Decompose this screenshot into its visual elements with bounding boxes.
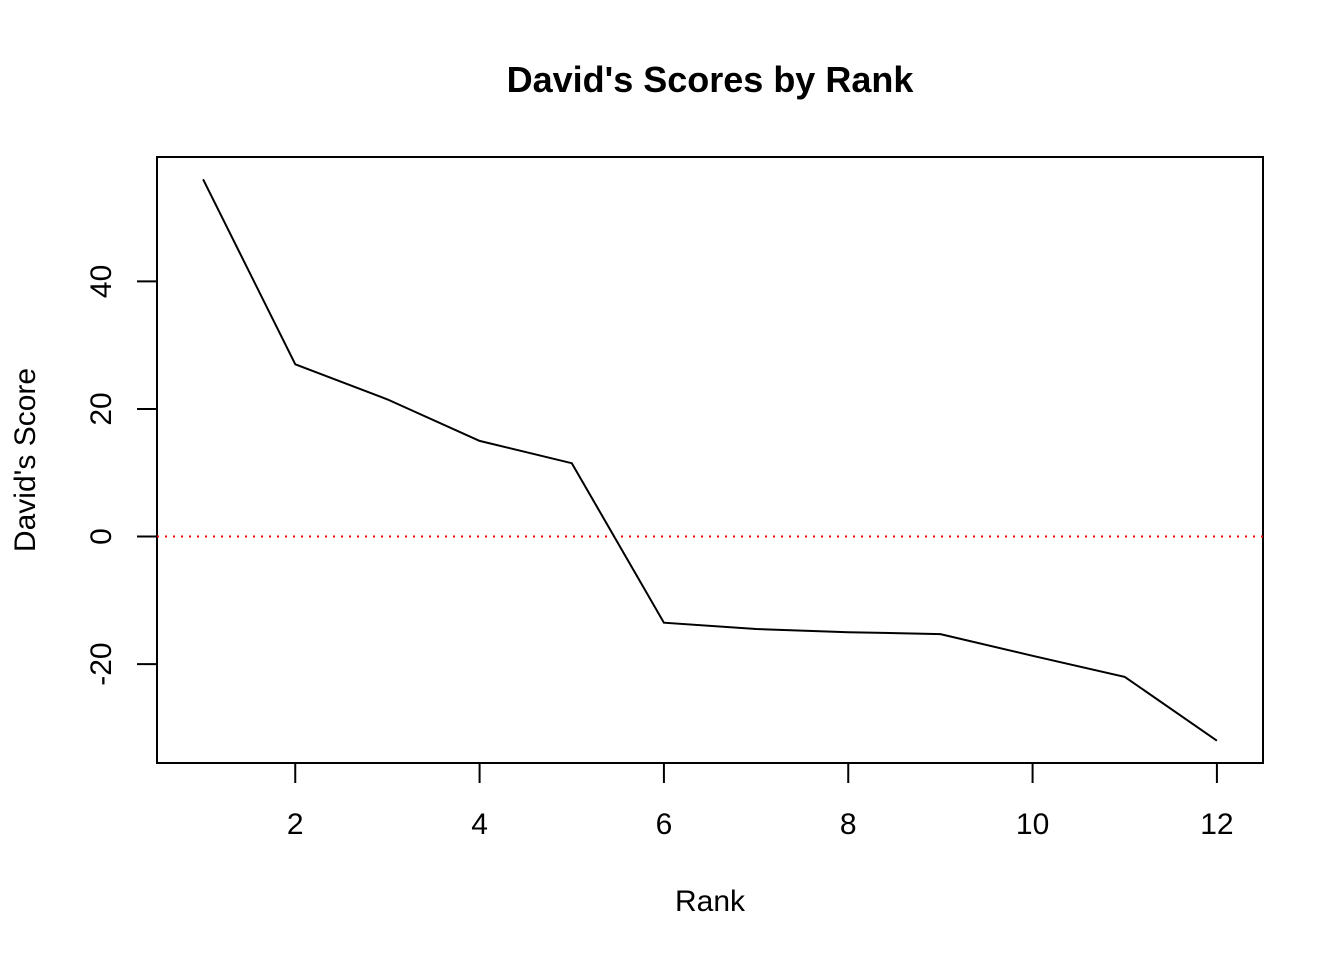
x-tick-label: 10 [1016,808,1049,841]
chart-title: David's Scores by Rank [507,59,915,100]
y-tick-label: -20 [85,642,118,685]
y-axis-label: David's Score [9,368,42,552]
series-line [202,178,1218,742]
plot-frame [156,156,1264,764]
x-axis-label: Rank [675,885,746,918]
y-tick-label: 20 [85,392,118,425]
y-tick-label: 40 [85,265,118,298]
x-axis: 2 4 6 8 10 12 [287,762,1234,841]
x-tick-label: 12 [1200,808,1233,841]
x-tick-label: 6 [656,808,673,841]
x-tick-label: 4 [471,808,488,841]
x-tick-label: 8 [840,808,857,841]
y-tick-label: 0 [85,528,118,545]
y-axis: -20 0 20 40 [85,265,158,686]
x-tick-label: 2 [287,808,304,841]
